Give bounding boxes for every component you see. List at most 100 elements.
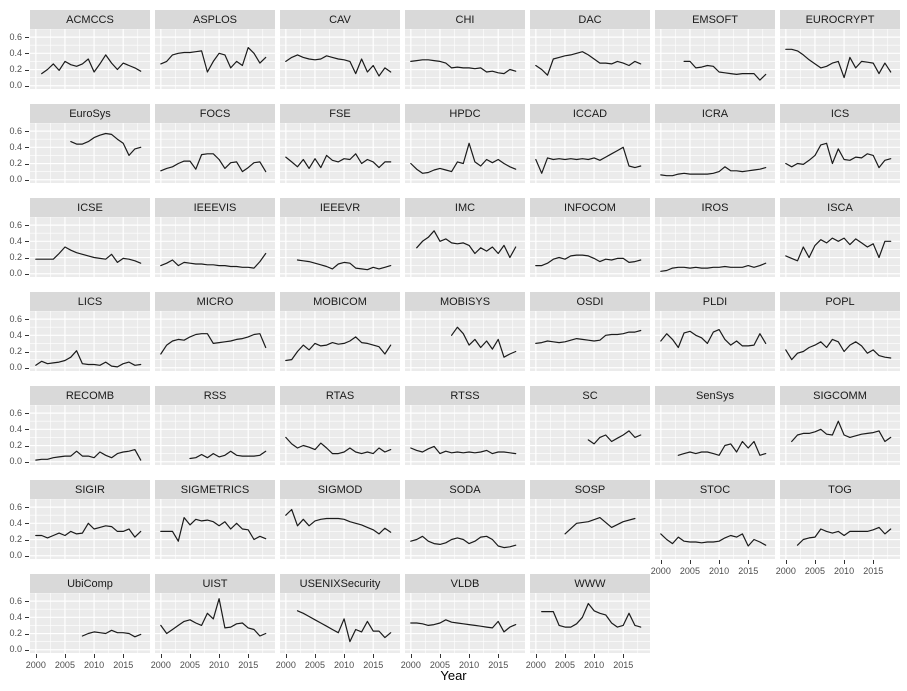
y-tick-label: 0.2	[9, 252, 22, 263]
facet-EUROCRYPT: EUROCRYPT	[780, 10, 900, 89]
facet-plot	[280, 217, 400, 277]
facet-panel	[155, 29, 275, 89]
line-series	[410, 445, 517, 455]
y-tick-mark	[25, 85, 29, 87]
x-tick-mark	[344, 654, 346, 658]
y-tick-label: 0.0	[9, 550, 22, 561]
facet-panel: 0.6 0.4 0.2 0.0	[9, 123, 150, 184]
facet-title: SIGMOD	[280, 480, 400, 499]
facet-LICS: LICS 0.6 0.4 0.2 0.0	[9, 292, 150, 372]
line-series	[785, 338, 892, 361]
y-tick-label: 0.2	[9, 64, 22, 75]
facet-grid: ACMCCS 0.6 0.4 0.2 0.0 ASPLOS CAV CHI DAC EMSOFT E…	[9, 10, 900, 670]
y-tick-mark	[25, 179, 29, 181]
facet-IEEEVIS: IEEEVIS	[155, 198, 275, 277]
facet-title: HPDC	[405, 104, 525, 123]
facet-plot	[155, 499, 275, 559]
facet-row: ACMCCS 0.6 0.4 0.2 0.0 ASPLOS CAV CHI DAC EMSOFT E…	[9, 10, 900, 90]
y-tick-mark	[25, 367, 29, 369]
facet-title: ICS	[780, 104, 900, 123]
line-series	[450, 326, 517, 358]
facet-title: PLDI	[655, 292, 775, 311]
x-tick-mark	[564, 654, 566, 658]
y-tick-label: 0.0	[9, 644, 22, 655]
x-tick-mark	[35, 654, 37, 658]
line-series	[160, 47, 267, 73]
facet-plot	[655, 123, 775, 183]
facet-panel	[655, 311, 775, 371]
facet-title: SenSys	[655, 386, 775, 405]
facet-panel	[155, 311, 275, 371]
facet-title: RECOMB	[30, 386, 150, 405]
y-tick-mark	[25, 617, 29, 619]
line-series	[564, 517, 636, 535]
y-tick-label: 0.6	[9, 407, 22, 418]
facet-UIST: UIST 2000 2005 2010 2015	[151, 574, 275, 670]
x-tick-mark	[844, 560, 846, 564]
y-tick-label: 0.4	[9, 611, 22, 622]
facet-title: ACMCCS	[30, 10, 150, 29]
facet-plot	[405, 311, 525, 371]
facet-title: SIGMETRICS	[155, 480, 275, 499]
facet-panel	[530, 311, 650, 371]
y-tick-mark	[25, 523, 29, 525]
facet-title: SODA	[405, 480, 525, 499]
facet-row: LICS 0.6 0.4 0.2 0.0 MICRO MOBICOM MOBISYS OSDI P…	[9, 292, 900, 372]
facet-plot	[155, 593, 275, 653]
line-series	[660, 166, 767, 177]
facet-panel	[155, 217, 275, 277]
y-tick-mark	[25, 601, 29, 603]
facet-ASPLOS: ASPLOS	[155, 10, 275, 89]
facet-panel	[405, 311, 525, 371]
facet-panel: 2000 2005 2010 2015	[401, 593, 525, 670]
facet-panel	[155, 405, 275, 465]
line-series	[785, 142, 892, 169]
facet-plot	[280, 499, 400, 559]
facet-RECOMB: RECOMB 0.6 0.4 0.2 0.0	[9, 386, 150, 466]
facet-MOBICOM: MOBICOM	[280, 292, 400, 371]
line-series	[796, 526, 892, 546]
line-series	[791, 420, 892, 443]
facet-panel: 0.6 0.4 0.2 0.0	[9, 217, 150, 278]
facet-row: SIGIR 0.6 0.4 0.2 0.0 SIGMETRICS SIGMOD SODA SOS…	[9, 480, 900, 576]
facet-RSS: RSS	[155, 386, 275, 465]
y-tick-label: 0.0	[9, 362, 22, 373]
facet-panel	[780, 311, 900, 371]
facet-panel	[280, 123, 400, 183]
line-series	[410, 59, 517, 75]
facet-title: FSE	[280, 104, 400, 123]
line-series	[285, 153, 392, 170]
y-tick-label: 0.2	[9, 158, 22, 169]
y-tick-mark	[25, 131, 29, 133]
y-tick-mark	[25, 539, 29, 541]
facet-panel	[280, 499, 400, 559]
facet-plot	[280, 29, 400, 89]
x-tick-mark	[123, 654, 125, 658]
facet-title: SIGIR	[30, 480, 150, 499]
facet-row: EuroSys 0.6 0.4 0.2 0.0 FOCS FSE HPDC ICCAD ICRA I…	[9, 104, 900, 184]
line-series	[535, 254, 642, 267]
facet-plot	[655, 217, 775, 277]
facet-title: ICRA	[655, 104, 775, 123]
facet-panel	[280, 217, 400, 277]
x-tick-mark	[469, 654, 471, 658]
line-series	[81, 629, 142, 638]
x-tick-mark	[314, 654, 316, 658]
y-tick-mark	[25, 445, 29, 447]
y-tick-label: 0.4	[9, 517, 22, 528]
y-tick-label: 0.6	[9, 219, 22, 230]
line-series	[70, 132, 142, 157]
facet-plot	[280, 311, 400, 371]
facet-MOBISYS: MOBISYS	[405, 292, 525, 371]
y-tick-mark	[25, 649, 29, 651]
x-tick-mark	[535, 654, 537, 658]
facet-plot	[780, 405, 900, 465]
line-series	[535, 146, 642, 174]
x-tick-mark	[623, 654, 625, 658]
y-tick-label: 0.4	[9, 329, 22, 340]
facet-plot	[405, 29, 525, 89]
facet-panel	[780, 405, 900, 465]
facet-SenSys: SenSys	[655, 386, 775, 465]
y-tick-label: 0.6	[9, 31, 22, 42]
